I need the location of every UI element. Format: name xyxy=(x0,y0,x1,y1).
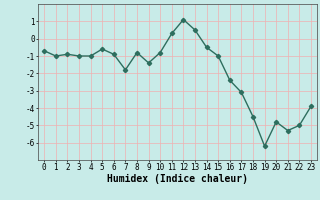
X-axis label: Humidex (Indice chaleur): Humidex (Indice chaleur) xyxy=(107,174,248,184)
